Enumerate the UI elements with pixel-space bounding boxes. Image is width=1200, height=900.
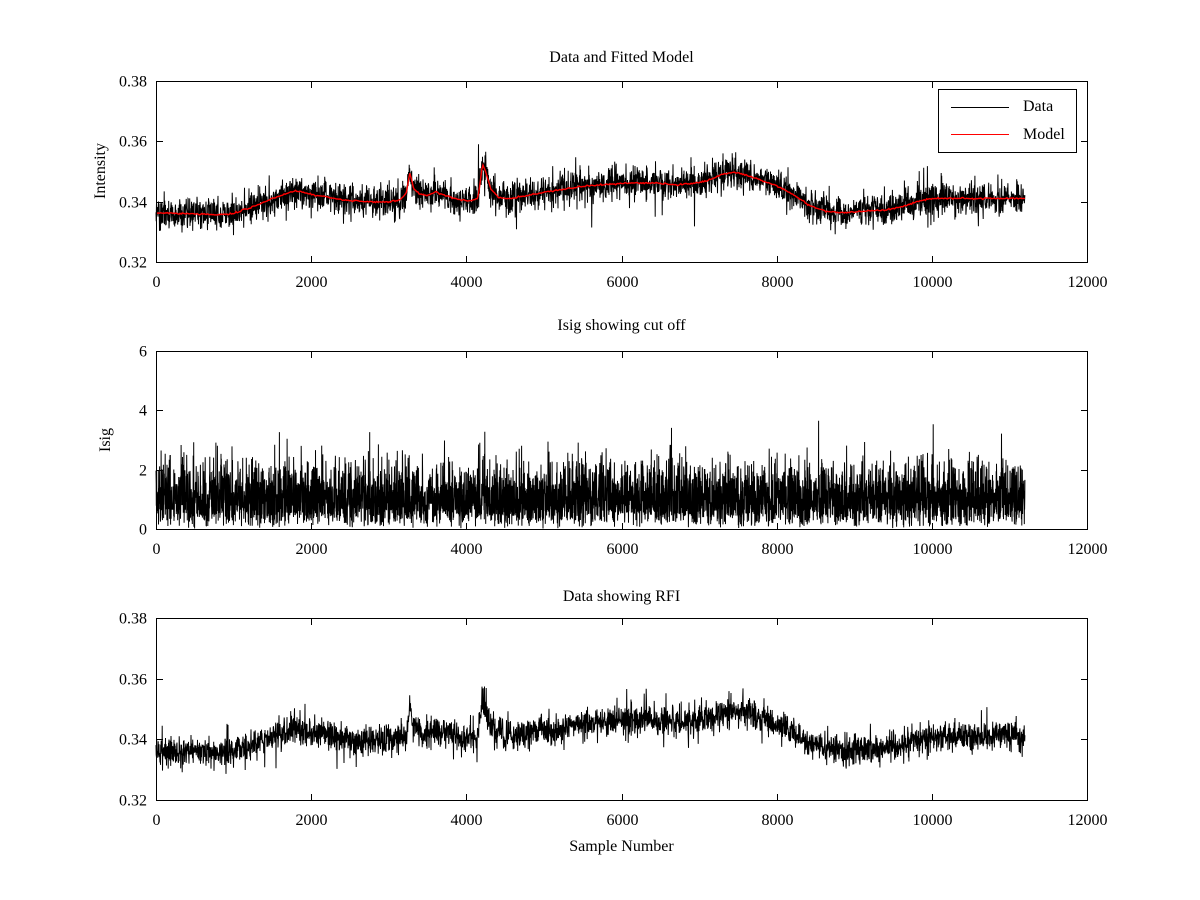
series-model <box>155 162 1026 216</box>
legend-label-data: Data <box>1023 98 1054 116</box>
x-tick-label: 10000 <box>913 274 953 291</box>
series-data <box>155 144 1026 236</box>
y-tick-label: 0.38 <box>119 74 147 91</box>
y-tick-label: 0.36 <box>119 672 147 689</box>
x-tick-label: 12000 <box>1068 274 1108 291</box>
y-tick-label: 0.38 <box>119 611 147 628</box>
x-tick-label: 4000 <box>451 541 483 558</box>
model-line-sample <box>951 134 1009 136</box>
x-tick-label: 6000 <box>607 812 639 829</box>
subplot-2-title: Isig showing cut off <box>557 317 686 334</box>
x-tick-label: 2000 <box>296 274 328 291</box>
legend: Data Model <box>938 89 1077 153</box>
y-tick-label: 0.36 <box>119 134 147 151</box>
y-tick-label: 0.32 <box>119 793 147 810</box>
x-tick-label: 0 <box>153 541 161 558</box>
legend-entry-model: Model <box>939 123 1076 147</box>
subplot-3-title: Data showing RFI <box>562 588 681 605</box>
y-tick-label: 2 <box>139 463 147 480</box>
y-tick-label: 4 <box>139 403 147 420</box>
x-tick-label: 10000 <box>913 812 953 829</box>
legend-entry-data: Data <box>939 95 1076 119</box>
legend-label-model: Model <box>1023 125 1065 143</box>
x-axis-label: Sample Number <box>569 838 674 855</box>
series-isig <box>155 420 1026 529</box>
x-tick-label: 0 <box>153 812 161 829</box>
x-tick-label: 2000 <box>296 541 328 558</box>
y-tick-label: 0 <box>139 522 147 539</box>
x-tick-label: 10000 <box>913 541 953 558</box>
subplot-1-ylabel: Intensity <box>92 143 109 199</box>
subplot-2-ylabel: Isig <box>97 428 114 452</box>
x-tick-label: 8000 <box>762 541 794 558</box>
y-tick-label: 0.32 <box>119 255 147 272</box>
x-tick-label: 4000 <box>451 274 483 291</box>
axes-box <box>156 351 1088 530</box>
axes-box <box>156 618 1088 801</box>
y-tick-label: 0.34 <box>119 732 147 749</box>
data-line-sample <box>951 106 1009 108</box>
x-tick-label: 12000 <box>1068 541 1108 558</box>
x-tick-label: 4000 <box>451 812 483 829</box>
x-tick-label: 8000 <box>762 812 794 829</box>
x-tick-label: 6000 <box>607 541 639 558</box>
x-tick-label: 0 <box>153 274 161 291</box>
y-tick-label: 0.34 <box>119 195 147 212</box>
subplot-1-title: Data and Fitted Model <box>549 49 694 66</box>
x-tick-label: 12000 <box>1068 812 1108 829</box>
y-tick-label: 6 <box>139 344 147 361</box>
series-data <box>155 686 1026 774</box>
x-tick-label: 8000 <box>762 274 794 291</box>
x-tick-label: 2000 <box>296 812 328 829</box>
x-tick-label: 6000 <box>607 274 639 291</box>
